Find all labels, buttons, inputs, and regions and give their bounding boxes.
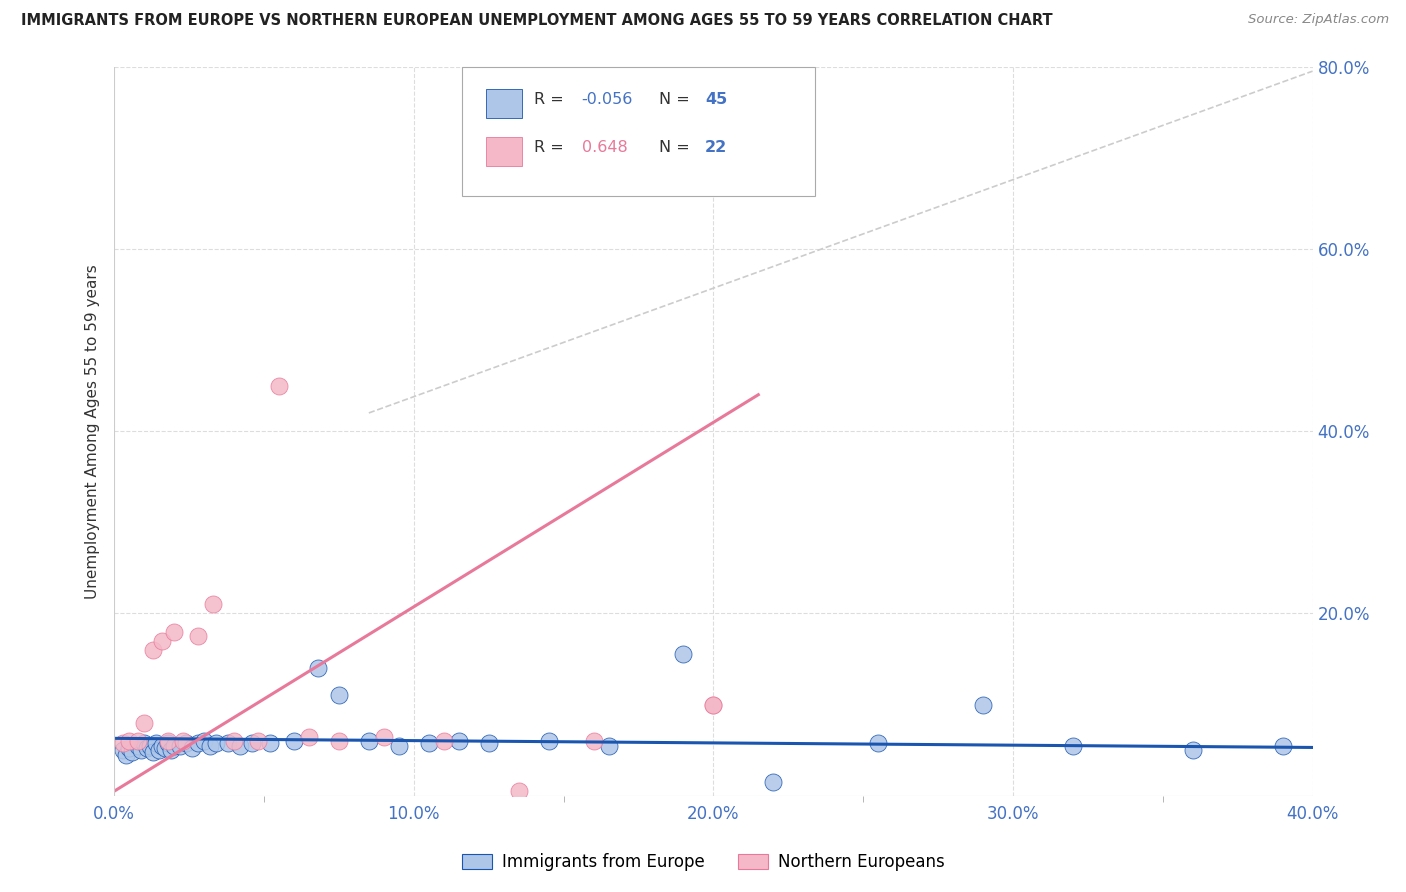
Text: R =: R = xyxy=(534,92,568,107)
Point xyxy=(127,734,149,748)
Point xyxy=(972,698,994,712)
Point xyxy=(148,743,170,757)
Point xyxy=(142,643,165,657)
Point xyxy=(307,661,329,675)
Point xyxy=(447,734,470,748)
Point xyxy=(762,775,785,789)
Point xyxy=(508,784,530,798)
Point xyxy=(267,378,290,392)
Point xyxy=(229,739,252,753)
Point xyxy=(153,741,176,756)
Point xyxy=(172,734,194,748)
Point xyxy=(118,741,141,756)
Point xyxy=(702,698,724,712)
Point xyxy=(222,734,245,748)
Point xyxy=(142,745,165,759)
Point xyxy=(118,734,141,748)
Point xyxy=(259,736,281,750)
Point xyxy=(134,715,156,730)
Point xyxy=(240,736,263,750)
Point xyxy=(163,624,186,639)
Point xyxy=(1271,739,1294,753)
Point xyxy=(388,739,411,753)
Text: 45: 45 xyxy=(704,92,727,107)
Point xyxy=(1181,743,1204,757)
Point xyxy=(163,739,186,753)
Point xyxy=(169,739,191,753)
Point xyxy=(187,629,209,643)
Point xyxy=(157,734,180,748)
FancyBboxPatch shape xyxy=(485,89,522,119)
Point xyxy=(129,743,152,757)
Text: N =: N = xyxy=(659,139,696,154)
Point xyxy=(157,736,180,750)
Point xyxy=(150,633,173,648)
Text: -0.056: -0.056 xyxy=(582,92,633,107)
Text: IMMIGRANTS FROM EUROPE VS NORTHERN EUROPEAN UNEMPLOYMENT AMONG AGES 55 TO 59 YEA: IMMIGRANTS FROM EUROPE VS NORTHERN EUROP… xyxy=(21,13,1053,29)
Point xyxy=(115,747,138,762)
Point xyxy=(112,736,135,750)
Point xyxy=(160,743,183,757)
Point xyxy=(582,734,605,748)
Text: N =: N = xyxy=(659,92,696,107)
Point xyxy=(121,745,143,759)
Point xyxy=(139,739,162,753)
Text: 22: 22 xyxy=(704,139,727,154)
Point xyxy=(136,741,159,756)
Point xyxy=(373,730,395,744)
Point xyxy=(112,743,135,757)
Point xyxy=(478,736,501,750)
Text: Source: ZipAtlas.com: Source: ZipAtlas.com xyxy=(1249,13,1389,27)
Point xyxy=(1062,739,1084,753)
Point xyxy=(328,689,350,703)
Point xyxy=(217,736,239,750)
Point xyxy=(181,741,204,756)
Point xyxy=(283,734,305,748)
Text: R =: R = xyxy=(534,139,568,154)
Point xyxy=(598,739,620,753)
Point xyxy=(202,598,225,612)
Point xyxy=(328,734,350,748)
Legend: Immigrants from Europe, Northern Europeans: Immigrants from Europe, Northern Europea… xyxy=(453,845,953,880)
Point xyxy=(205,736,228,750)
Point xyxy=(246,734,269,748)
Point xyxy=(145,736,167,750)
Point xyxy=(433,734,456,748)
Y-axis label: Unemployment Among Ages 55 to 59 years: Unemployment Among Ages 55 to 59 years xyxy=(86,264,100,599)
Point xyxy=(357,734,380,748)
Point xyxy=(198,739,221,753)
Point xyxy=(127,739,149,753)
Point xyxy=(672,648,695,662)
Point xyxy=(298,730,321,744)
Point xyxy=(150,739,173,753)
Text: 0.648: 0.648 xyxy=(582,139,627,154)
Point xyxy=(702,698,724,712)
Point xyxy=(134,736,156,750)
Point xyxy=(174,736,197,750)
Point xyxy=(868,736,890,750)
Point xyxy=(418,736,440,750)
Point xyxy=(537,734,560,748)
Point xyxy=(187,736,209,750)
Point xyxy=(193,734,215,748)
FancyBboxPatch shape xyxy=(461,67,815,196)
FancyBboxPatch shape xyxy=(485,136,522,166)
